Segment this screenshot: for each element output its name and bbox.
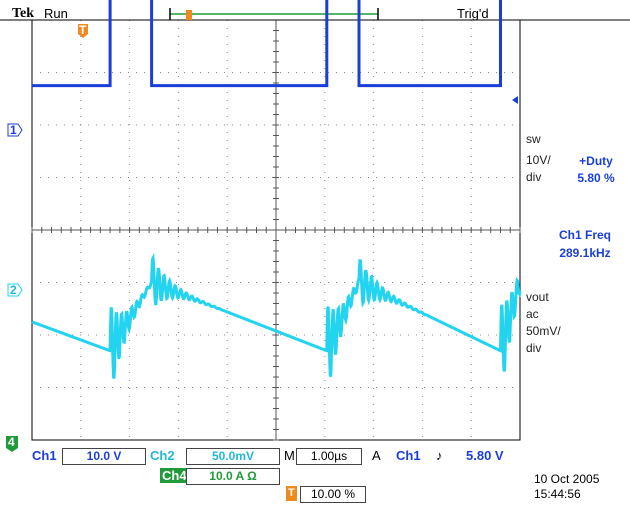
ch2-ground-marker-icon <box>7 283 23 297</box>
ch2-name: vout <box>526 290 549 304</box>
trigger-slope-icon: ♪ <box>436 448 443 463</box>
ch2-trace-vout <box>31 252 522 379</box>
duty-value: 5.80 % <box>577 171 615 185</box>
duty-label: +Duty <box>579 154 613 168</box>
ch4-scale-box: 10.0 A Ω <box>186 468 280 485</box>
trigger-marker-label: T <box>79 23 87 37</box>
ch2-scale-box: 50.0mV <box>186 448 280 465</box>
trigger-position-icon: T <box>286 486 297 501</box>
scope-markers: T 1 2 4 <box>6 23 518 452</box>
freq-value: 289.1kHz <box>559 246 611 260</box>
trigger-level-marker-icon <box>512 96 518 104</box>
trigger-position-marker-icon <box>78 24 88 38</box>
trigger-position-box: 10.00 % <box>300 486 366 503</box>
trigger-level: 5.80 V <box>466 448 504 463</box>
ch4-ground-marker-icon <box>6 436 18 452</box>
trigger-status: Trig'd <box>457 6 489 21</box>
ch2-scale: 50mV/ <box>526 324 561 338</box>
ch2-div: div <box>526 341 542 355</box>
waveform-traces <box>31 0 522 379</box>
date: 10 Oct 2005 <box>534 472 600 486</box>
trigger-mode: A <box>372 448 381 463</box>
timebase-box: 1.00µs <box>296 448 362 465</box>
ch1-ground-marker-icon <box>7 123 23 137</box>
ch2-marker-label: 2 <box>10 283 17 297</box>
trigger-window-marker <box>186 10 192 20</box>
ch4-status-label: Ch4 <box>160 468 189 483</box>
freq-label: Ch1 Freq <box>558 228 611 242</box>
ch1-trace-sw <box>32 0 502 88</box>
ch1-div: div <box>526 170 542 184</box>
graticule <box>0 8 630 441</box>
brand-logo: Tek <box>12 6 35 21</box>
run-state: Run <box>44 6 68 21</box>
ch1-status-label: Ch1 <box>32 448 57 463</box>
ch1-marker-label: 1 <box>10 123 17 137</box>
ch1-name: sw <box>526 132 541 146</box>
ch4-marker-label: 4 <box>8 435 15 449</box>
ch2-status-label: Ch2 <box>150 448 175 463</box>
ch2-coupling: ac <box>526 307 539 321</box>
trigger-source: Ch1 <box>396 448 421 463</box>
time: 15:44:56 <box>534 487 581 501</box>
timebase-label: M <box>284 448 295 463</box>
ch1-scale-box: 10.0 V <box>62 448 146 465</box>
ch1-scale: 10V/ <box>526 153 551 167</box>
